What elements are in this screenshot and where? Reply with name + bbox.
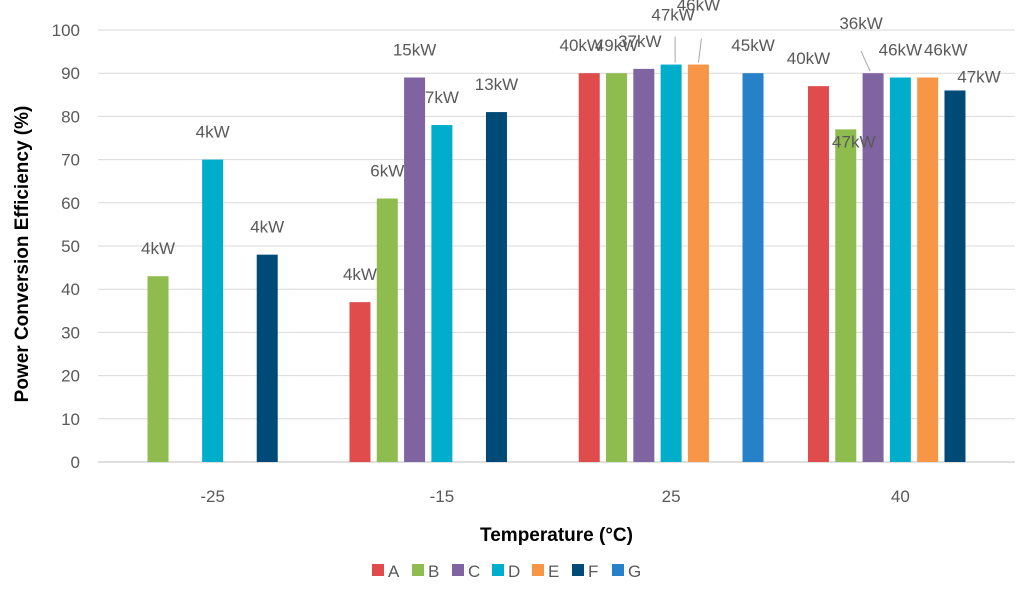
- bar-c: [862, 73, 884, 462]
- x-tick-label: 25: [662, 487, 681, 506]
- bar-a: [349, 302, 371, 462]
- data-label: 46kW: [924, 41, 967, 60]
- y-tick-label: 20: [61, 367, 80, 386]
- data-label: 6kW: [370, 161, 404, 180]
- legend-label: D: [508, 562, 520, 581]
- data-label: 7kW: [425, 88, 459, 107]
- data-label: 4kW: [196, 123, 230, 142]
- y-tick-label: 30: [61, 323, 80, 342]
- bar-a: [578, 73, 600, 462]
- data-label: 46kW: [879, 41, 922, 60]
- data-label: 40kW: [787, 49, 830, 68]
- legend-swatch-e: [532, 564, 544, 576]
- data-label: 36kW: [839, 14, 882, 33]
- bar-b: [835, 129, 857, 463]
- data-label: 47kW: [957, 67, 1000, 86]
- bar-e: [687, 64, 709, 462]
- legend-label: B: [428, 562, 439, 581]
- data-label: 37kW: [618, 32, 661, 51]
- bar-a: [807, 86, 829, 462]
- legend-swatch-b: [412, 564, 424, 576]
- y-tick-labels: 0 10 20 30 40 50 60 70 80 90 100: [52, 21, 80, 472]
- bar-e: [917, 77, 939, 463]
- leader-line: [697, 38, 702, 63]
- y-tick-label: 100: [52, 21, 80, 40]
- data-label: 4kW: [141, 239, 175, 258]
- legend-label: A: [388, 562, 400, 581]
- legend-label: E: [548, 562, 559, 581]
- data-labels: 4kW4kW4kW4kW6kW15kW7kW13kW40kW49kW37kW47…: [141, 0, 1001, 284]
- x-tick-label: -25: [200, 487, 225, 506]
- y-tick-label: 90: [61, 64, 80, 83]
- y-tick-label: 70: [61, 151, 80, 170]
- bar-d: [660, 64, 682, 462]
- bar-b: [606, 73, 628, 462]
- leader-line: [860, 50, 871, 72]
- legend-label: C: [468, 562, 480, 581]
- legend-swatch-c: [452, 564, 464, 576]
- y-tick-label: 40: [61, 280, 80, 299]
- legend-swatch-f: [572, 564, 584, 576]
- bar-c: [633, 68, 655, 462]
- bar-d: [431, 125, 453, 462]
- data-label: 47kW: [832, 132, 875, 151]
- bar-b: [376, 198, 398, 463]
- data-label: 49kW: [595, 36, 638, 55]
- data-label: 46kW: [677, 0, 720, 15]
- data-label: 45kW: [731, 36, 774, 55]
- x-tick-label: -15: [430, 487, 455, 506]
- gridlines: [98, 29, 1015, 463]
- bar-g: [742, 73, 764, 462]
- data-label: 47kW: [651, 6, 694, 25]
- bars: [147, 64, 966, 463]
- data-label: 40kW: [559, 36, 602, 55]
- data-label: 4kW: [250, 218, 284, 237]
- bar-f: [944, 90, 966, 462]
- data-label: 4kW: [343, 265, 377, 284]
- bar-d: [889, 77, 911, 463]
- bar-b: [147, 276, 169, 462]
- y-tick-label: 60: [61, 194, 80, 213]
- x-axis-title: Temperature (°C): [480, 525, 633, 546]
- data-label: 13kW: [475, 75, 518, 94]
- legend-label: G: [628, 562, 641, 581]
- y-tick-label: 50: [61, 237, 80, 256]
- bar-f: [485, 112, 507, 462]
- bar-f: [256, 254, 278, 462]
- y-tick-label: 80: [61, 107, 80, 126]
- legend-swatch-g: [612, 564, 624, 576]
- y-tick-label: 10: [61, 410, 80, 429]
- x-tick-labels: -25 -15 25 40: [200, 487, 910, 506]
- bar-d: [202, 159, 224, 462]
- legend-label: F: [588, 562, 598, 581]
- legend-swatch-d: [492, 564, 504, 576]
- data-label: 15kW: [393, 41, 436, 60]
- y-tick-label: 0: [71, 453, 80, 472]
- legend: A B C D E F G: [372, 562, 641, 581]
- y-axis-title: Power Conversion Efficiency (%): [12, 106, 33, 403]
- legend-swatch-a: [372, 564, 384, 576]
- bar-c: [404, 77, 426, 463]
- x-tick-label: 40: [891, 487, 910, 506]
